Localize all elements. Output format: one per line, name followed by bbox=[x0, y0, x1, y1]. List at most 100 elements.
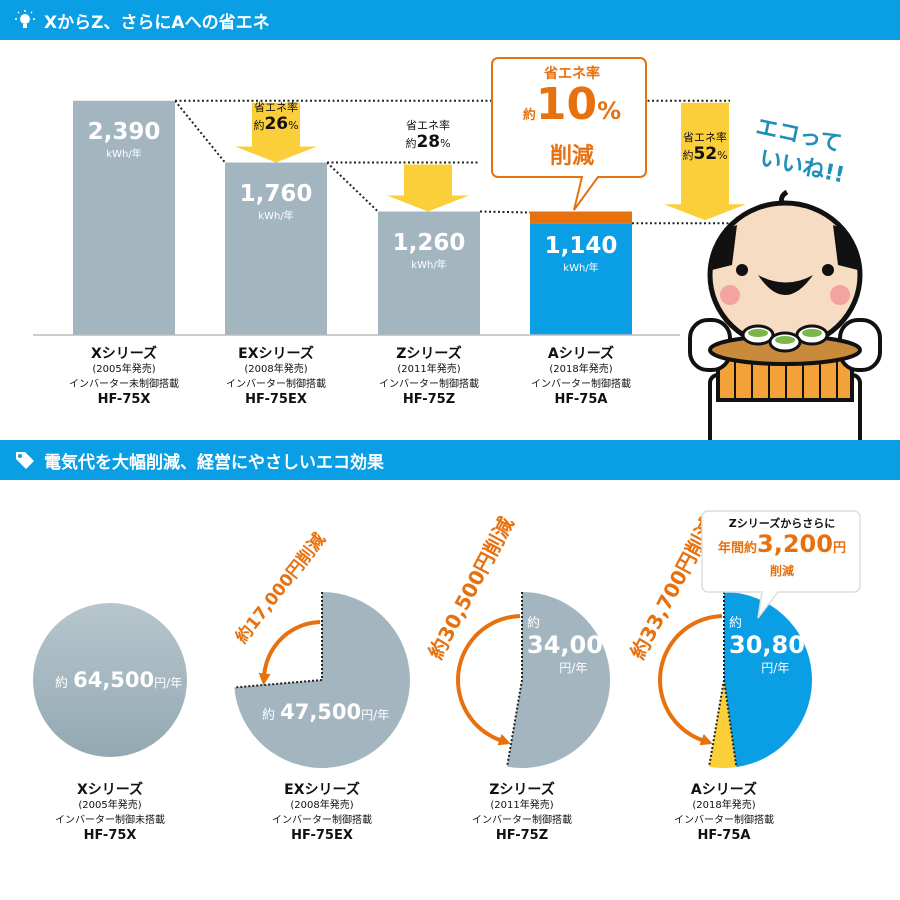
product-feature: インバーター制御搭載 bbox=[272, 815, 372, 826]
pie-value: 47,500 bbox=[280, 700, 362, 724]
product-year: (2018年発売) bbox=[692, 800, 756, 811]
callout-line: 円 bbox=[832, 541, 846, 556]
savings-value: 52 bbox=[693, 144, 718, 164]
savings-title: 省エネ率 bbox=[406, 119, 450, 132]
pie-value-label: 約 30,800 円/年 bbox=[729, 612, 822, 676]
savings-suffix: % bbox=[440, 137, 451, 150]
bar-0 bbox=[73, 100, 175, 335]
pie-slice-2 bbox=[507, 592, 610, 768]
section-title: XからZ、さらにAへの省エネ bbox=[44, 12, 270, 33]
section-title: 電気代を大幅削減、経営にやさしいエコ効果 bbox=[44, 452, 384, 473]
pie-value: 30,800 bbox=[729, 631, 822, 659]
savings-value: 28 bbox=[416, 132, 441, 152]
product-feature: インバーター制御搭載 bbox=[674, 815, 774, 826]
savings-arrow bbox=[664, 102, 746, 221]
product-year: (2011年発売) bbox=[490, 800, 554, 811]
pie-prefix: 約 bbox=[729, 616, 743, 631]
callout-text: 省エネ率 約10% 削減 bbox=[492, 63, 652, 170]
savings-arrow bbox=[387, 164, 469, 212]
product-feature: インバーター制御未搭載 bbox=[55, 815, 165, 826]
price-tag-icon bbox=[16, 452, 34, 469]
product-year: (2008年発売) bbox=[290, 800, 354, 811]
savings-label: 省エネ率 約26% bbox=[231, 100, 321, 134]
section-header-cost: 電気代を大幅削減、経営にやさしいエコ効果 bbox=[0, 440, 900, 480]
pie-divider bbox=[506, 592, 523, 767]
bar-1 bbox=[225, 162, 327, 335]
product-feature: インバーター制御搭載 bbox=[226, 379, 326, 390]
product-name: Zシリーズ bbox=[489, 782, 555, 798]
pie-value: 64,500 bbox=[73, 668, 155, 692]
pie-divider bbox=[234, 592, 323, 689]
bar-unit: kWh/年 bbox=[106, 148, 142, 160]
pie-divider bbox=[708, 592, 738, 768]
pie-callout-text: Zシリーズからさらに 年間約3,200円 削減 bbox=[702, 515, 862, 579]
savings-label: 省エネ率 約28% bbox=[383, 118, 473, 152]
lightbulb-icon bbox=[15, 10, 35, 28]
bar-value-label: 2,390 kWh/年 bbox=[73, 119, 175, 160]
pie-value-label: 約 47,500円/年 bbox=[262, 700, 389, 724]
callout-line: Zシリーズからさらに bbox=[728, 517, 836, 530]
callout-line: 削減 bbox=[769, 564, 794, 578]
product-model: HF-75Z bbox=[495, 828, 549, 843]
bar-value: 1,260 bbox=[392, 229, 466, 256]
pie-value: 34,000 bbox=[527, 631, 620, 659]
product-year: (2011年発売) bbox=[397, 364, 461, 375]
callout-label: 省エネ率 bbox=[544, 66, 600, 82]
arrow-head bbox=[497, 734, 511, 746]
product-caption: Xシリーズ (2005年発売) インバーター未制御搭載 HF-75X bbox=[44, 346, 204, 408]
pie-unit: 円/年 bbox=[559, 661, 588, 675]
bar-unit: kWh/年 bbox=[563, 263, 599, 275]
product-name: Zシリーズ bbox=[396, 346, 462, 362]
product-model: HF-75EX bbox=[291, 828, 353, 843]
callout-line: 年間約 bbox=[718, 541, 758, 556]
savings-prefix: 約 bbox=[253, 119, 265, 132]
product-caption: EXシリーズ (2008年発売) インバーター制御搭載 HF-75EX bbox=[242, 782, 402, 844]
callout-suffix: % bbox=[597, 97, 622, 125]
pie-prefix: 約 bbox=[527, 616, 541, 631]
pie-slice-1 bbox=[234, 592, 411, 768]
product-model: HF-75EX bbox=[245, 392, 307, 407]
mascot-illustration bbox=[688, 190, 882, 466]
pie-value-label: 約 64,500円/年 bbox=[55, 668, 182, 692]
savings-title: 省エネ率 bbox=[254, 101, 298, 114]
product-name: Xシリーズ bbox=[90, 346, 158, 362]
pie-prefix: 約 bbox=[262, 708, 276, 723]
product-name: Xシリーズ bbox=[76, 782, 144, 798]
guide-line bbox=[326, 161, 379, 213]
pie-slice-3 bbox=[724, 592, 812, 768]
savings-suffix: % bbox=[717, 149, 728, 162]
savings-prefix: 約 bbox=[682, 149, 694, 162]
callout-value: 10 bbox=[535, 79, 598, 130]
pie-value-label: 約 34,000 円/年 bbox=[527, 612, 620, 676]
arrow-head bbox=[258, 672, 271, 686]
product-model: HF-75X bbox=[83, 828, 137, 843]
product-caption: Zシリーズ (2011年発売) インバーター制御搭載 HF-75Z bbox=[442, 782, 602, 844]
product-feature: インバーター制御搭載 bbox=[472, 815, 572, 826]
callout-note: 削減 bbox=[549, 144, 594, 169]
reduction-arrow bbox=[658, 614, 723, 744]
savings-value: 26 bbox=[264, 114, 289, 134]
bar-value-label: 1,260 kWh/年 bbox=[378, 230, 480, 271]
reduction-arrow bbox=[262, 620, 321, 680]
pie-unit: 円/年 bbox=[761, 661, 790, 675]
bar-unit: kWh/年 bbox=[411, 259, 447, 271]
product-feature: インバーター未制御搭載 bbox=[69, 379, 179, 390]
section-header-energy: XからZ、さらにAへの省エネ bbox=[0, 0, 900, 40]
callout-amount: 3,200 bbox=[757, 530, 833, 558]
bar-value: 2,390 bbox=[87, 118, 161, 145]
product-model: HF-75Z bbox=[402, 392, 456, 407]
product-model: HF-75A bbox=[697, 828, 751, 843]
bar-3 bbox=[530, 223, 632, 335]
product-caption: Zシリーズ (2011年発売) インバーター制御搭載 HF-75Z bbox=[349, 346, 509, 408]
savings-title: 省エネ率 bbox=[683, 131, 727, 144]
product-name: EXシリーズ bbox=[238, 346, 314, 362]
product-year: (2008年発売) bbox=[244, 364, 308, 375]
product-model: HF-75A bbox=[554, 392, 608, 407]
product-feature: インバーター制御搭載 bbox=[379, 379, 479, 390]
bar-chart bbox=[33, 99, 746, 336]
guide-line bbox=[479, 210, 531, 214]
product-name: EXシリーズ bbox=[284, 782, 360, 798]
bar-value-label: 1,140 kWh/年 bbox=[530, 233, 632, 274]
product-caption: Xシリーズ (2005年発売) インバーター制御未搭載 HF-75X bbox=[30, 782, 190, 844]
pie-slice-0 bbox=[33, 603, 187, 757]
